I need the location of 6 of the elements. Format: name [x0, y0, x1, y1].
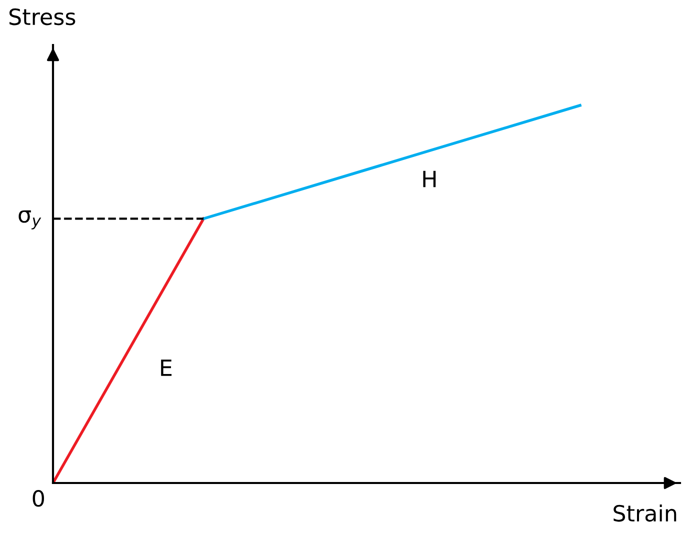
text: 0: [32, 490, 44, 507]
ref-line-label: σ$_{y}$: [18, 210, 42, 230]
series-label: E: [161, 360, 172, 376]
series-label: H: [423, 170, 436, 188]
y-axis-title: Stress: [9, 8, 76, 26]
x-axis-title: Strain: [614, 504, 676, 522]
